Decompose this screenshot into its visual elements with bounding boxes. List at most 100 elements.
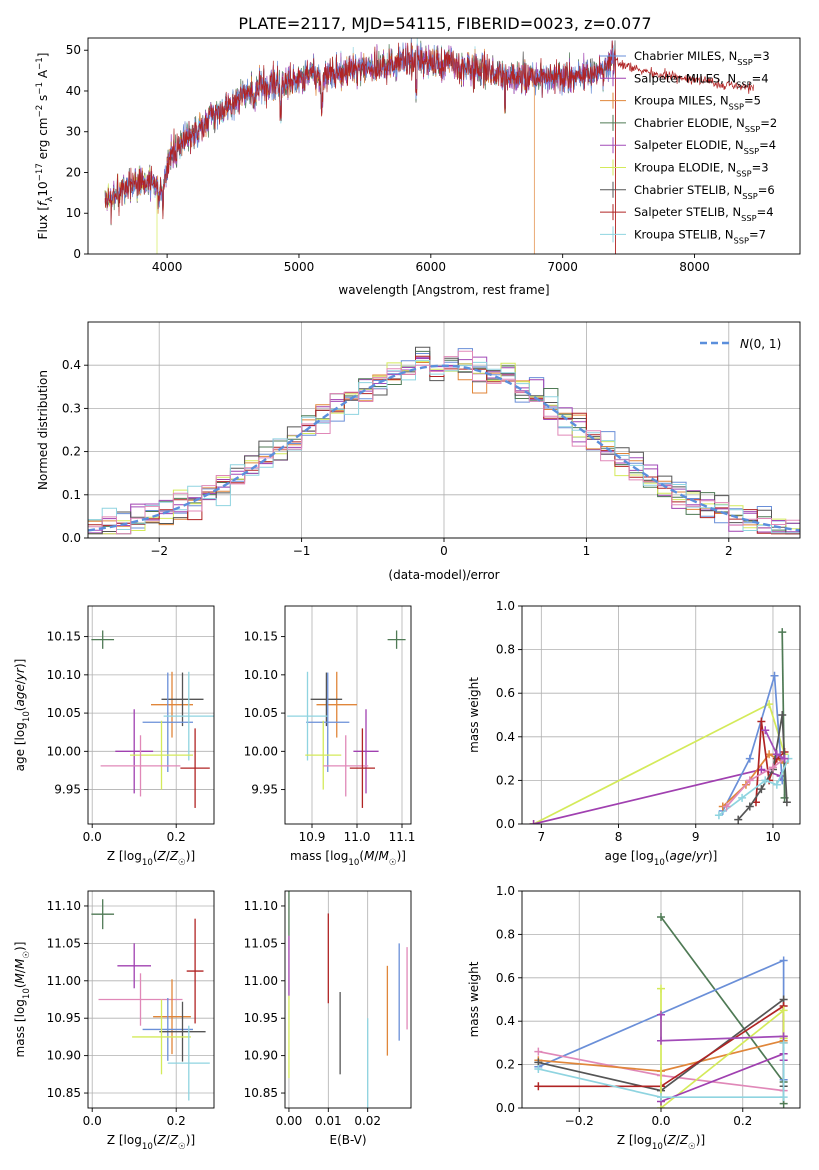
y-tick-label: 10.05 bbox=[47, 706, 81, 720]
x-axis-label: wavelength [Angstrom, rest frame] bbox=[338, 283, 549, 297]
y-axis-label: mass weight bbox=[467, 677, 481, 753]
age-vs-z-axes: 0.0 0.2 9.95 10.00 10.05 10.10 10.15 Z [log10(Z… bbox=[13, 605, 215, 868]
x-tick-label: −1 bbox=[293, 544, 311, 558]
legend-entry-chabrier_stelib: Chabrier STELIB, NSSP=6 bbox=[634, 183, 775, 201]
spectrum-model-salpeter_stelib bbox=[104, 40, 616, 254]
age-vs-z-axes-frame: 0.0 0.2 9.95 10.00 10.05 10.10 10.15 Z [log10(Z… bbox=[13, 605, 215, 868]
y-tick-label: 0.2 bbox=[62, 445, 81, 459]
y-tick-label: 0.0 bbox=[496, 1101, 515, 1115]
figure-title: PLATE=2117, MJD=54115, FIBERID=0023, z=0… bbox=[238, 14, 651, 33]
x-tick-label: 0.0 bbox=[83, 830, 102, 844]
legend-entry-chabrier_elodie: Chabrier ELODIE, NSSP=2 bbox=[634, 116, 777, 134]
x-tick-label: 8000 bbox=[679, 260, 710, 274]
spectrum-axes-border bbox=[87, 37, 801, 255]
weight-marker-salpeter_stelib bbox=[534, 1082, 543, 1091]
x-tick-label: 4000 bbox=[152, 260, 183, 274]
weight-marker-kroupa_stelib bbox=[714, 811, 723, 820]
x-tick-label: 6000 bbox=[416, 260, 447, 274]
weight-marker-kroupa_elodie bbox=[779, 1006, 788, 1015]
mass-vs-ebv-axes-plot bbox=[288, 891, 408, 1108]
weight-marker-chabrier_elodie bbox=[778, 628, 787, 637]
weight-marker-salpeter_elodie bbox=[779, 1032, 788, 1041]
spectrum-axes-plot bbox=[104, 38, 754, 254]
y-tick-label: 0.4 bbox=[496, 730, 515, 744]
y-tick-label: 10.85 bbox=[244, 1086, 278, 1100]
y-tick-label: 10.15 bbox=[244, 630, 278, 644]
weight-line-kroupa_elodie bbox=[660, 988, 785, 1108]
y-tick-label: 50 bbox=[66, 43, 81, 57]
y-tick-label: 0.4 bbox=[62, 358, 81, 372]
residuals-axes-plot bbox=[88, 346, 800, 535]
x-tick-label: 11.1 bbox=[389, 830, 416, 844]
legend-entry-salpeter_stelib: Salpeter STELIB, NSSP=4 bbox=[634, 205, 774, 223]
legend-entry-salpeter_miles: Salpeter MILES, NSSP=4 bbox=[634, 71, 769, 89]
mass-vs-ebv-axes: 0.00 0.01 0.02 10.85 10.90 10.95 11.00 11.05 11.… bbox=[244, 890, 412, 1147]
y-tick-label: 11.10 bbox=[244, 899, 278, 913]
x-tick-label: 10.9 bbox=[299, 830, 326, 844]
y-tick-label: 0.6 bbox=[496, 971, 515, 985]
weight-marker-pink bbox=[745, 776, 754, 785]
age-vs-z-axes-border bbox=[87, 605, 215, 825]
weight-marker-chabrier_stelib bbox=[778, 711, 787, 719]
x-tick-label: 7000 bbox=[547, 260, 578, 274]
x-tick-label: 0.00 bbox=[276, 1114, 303, 1128]
x-tick-label: 1 bbox=[583, 544, 591, 558]
spectrum-model-chabrier_miles bbox=[104, 38, 616, 211]
weight-marker-kroupa_elodie bbox=[657, 984, 665, 993]
legend-entry-kroupa_stelib: Kroupa STELIB, NSSP=7 bbox=[634, 227, 766, 245]
weight-marker-chabrier_elodie bbox=[657, 913, 665, 922]
y-tick-label: 10.95 bbox=[47, 1011, 81, 1025]
weight-marker-pink bbox=[722, 802, 731, 811]
weight-marker-pink bbox=[534, 1047, 543, 1056]
weight-marker-chabrier_stelib bbox=[734, 815, 743, 824]
weight-marker-chabrier_stelib bbox=[757, 785, 766, 794]
y-tick-label: 0.8 bbox=[496, 927, 515, 941]
x-tick-label: 0.2 bbox=[167, 1114, 186, 1128]
x-tick-label: 5000 bbox=[284, 260, 315, 274]
x-axis-label: Z [log10(Z/Z☉)] bbox=[107, 1133, 195, 1152]
mass-vs-z-axes: 0.0 0.2 10.85 10.90 10.95 11.00 11.05 11.10 Z [l… bbox=[13, 890, 215, 1152]
y-axis-label: mass [log10(M/M☉)] bbox=[13, 942, 32, 1058]
y-tick-label: 0.6 bbox=[496, 686, 515, 700]
x-axis-label: Z [log10(Z/Z☉)] bbox=[107, 849, 195, 868]
legend-entry-salpeter_elodie: Salpeter ELODIE, NSSP=4 bbox=[634, 138, 776, 156]
x-tick-label: 0.0 bbox=[83, 1114, 102, 1128]
x-axis-label: E(B-V) bbox=[329, 1133, 366, 1147]
x-tick-label: −2 bbox=[150, 544, 168, 558]
weight-marker-chabrier_miles bbox=[770, 671, 779, 680]
weight-marker-kroupa_stelib bbox=[657, 1093, 665, 1102]
mass-vs-ebv-axes-border bbox=[284, 890, 412, 1109]
age-vs-mass-axes-frame: 10.9 11.0 11.1 9.95 10.00 10.05 10.10 10.15 mass… bbox=[244, 605, 416, 868]
y-tick-label: 0 bbox=[73, 247, 81, 261]
weight-marker-kroupa_stelib bbox=[534, 1064, 543, 1073]
y-tick-label: 9.95 bbox=[54, 783, 81, 797]
residuals-panel: −2 −1 0 1 2 0.0 0.1 0.2 0.3 0.4 (data-model)/error… bbox=[36, 321, 801, 582]
spectrum-axes: 4000 5000 6000 7000 8000 0 10 20 30 40 50 wavelengt… bbox=[35, 37, 801, 297]
age-vs-z-axes-plot bbox=[91, 630, 214, 808]
y-tick-label: 0.1 bbox=[62, 488, 81, 502]
x-tick-label: 0 bbox=[440, 544, 448, 558]
y-tick-label: 10.00 bbox=[244, 744, 278, 758]
y-tick-label: 11.05 bbox=[47, 936, 81, 950]
y-tick-label: 10.10 bbox=[47, 668, 81, 682]
residuals-axes-frame: −2 −1 0 1 2 0.0 0.1 0.2 0.3 0.4 (data-model)/error… bbox=[36, 321, 801, 582]
y-axis-label: mass weight bbox=[467, 961, 481, 1037]
age-vs-mass-axes: 10.9 11.0 11.1 9.95 10.00 10.05 10.10 10.15 mass… bbox=[244, 605, 416, 868]
spectrum-panel: 4000 5000 6000 7000 8000 0 10 20 30 40 50 wavelengt… bbox=[35, 37, 801, 297]
weight-marker-pink bbox=[768, 763, 777, 772]
x-tick-label: 0.2 bbox=[167, 830, 186, 844]
parameter-panels: 0.0 0.2 9.95 10.00 10.05 10.10 10.15 Z [log10(Z… bbox=[13, 599, 801, 1152]
residual-histogram-pink bbox=[88, 350, 800, 535]
weight-vs-age-axes-frame: 7 8 9 10 0.0 0.2 0.4 0.6 0.8 1.0 age [log10(age/yr… bbox=[467, 599, 801, 868]
residuals-axes: −2 −1 0 1 2 0.0 0.1 0.2 0.3 0.4 (data-model)/error… bbox=[36, 321, 801, 582]
y-tick-label: 1.0 bbox=[496, 884, 515, 898]
weight-marker-chabrier_miles bbox=[745, 754, 754, 763]
weight-marker-salpeter_elodie bbox=[761, 726, 770, 735]
y-tick-label: 30 bbox=[66, 125, 81, 139]
x-tick-label: 11.0 bbox=[344, 830, 371, 844]
gaussian-curve bbox=[88, 364, 800, 532]
y-tick-label: 20 bbox=[66, 165, 81, 179]
weight-line-kroupa_stelib bbox=[538, 1042, 785, 1099]
x-axis-label: mass [log10(M/M☉)] bbox=[290, 849, 406, 868]
